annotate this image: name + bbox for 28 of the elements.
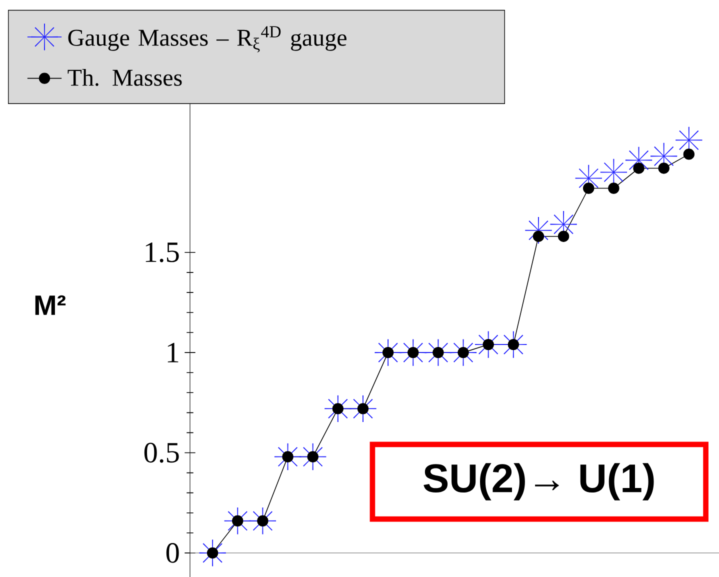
point	[558, 230, 570, 242]
point	[482, 338, 494, 350]
point	[332, 403, 344, 414]
point	[633, 162, 644, 174]
point	[307, 451, 318, 462]
point	[357, 403, 369, 414]
point	[583, 182, 594, 194]
point	[408, 346, 419, 358]
legend-label: Gauge Masses – R$_{ξ}$$^{4D}$ gauge	[68, 26, 346, 52]
point	[232, 515, 244, 526]
point	[432, 346, 444, 358]
y-tick-label: 1.5	[146, 242, 179, 262]
y-axis-title: M²	[35, 295, 66, 315]
point	[683, 148, 695, 160]
y-tick-label: 1	[168, 342, 178, 362]
point	[458, 346, 469, 358]
y-tick-label: 0.5	[144, 442, 179, 463]
y-tick-label: 0	[166, 543, 179, 563]
point	[508, 338, 520, 350]
legend-label: Th. Masses	[68, 68, 182, 86]
point	[382, 346, 394, 358]
annotation: SU(2)→ U(1)	[424, 463, 654, 500]
point	[282, 451, 294, 462]
point	[532, 230, 544, 242]
point	[206, 547, 218, 559]
point	[257, 515, 268, 526]
point	[658, 162, 670, 174]
point	[608, 182, 620, 194]
